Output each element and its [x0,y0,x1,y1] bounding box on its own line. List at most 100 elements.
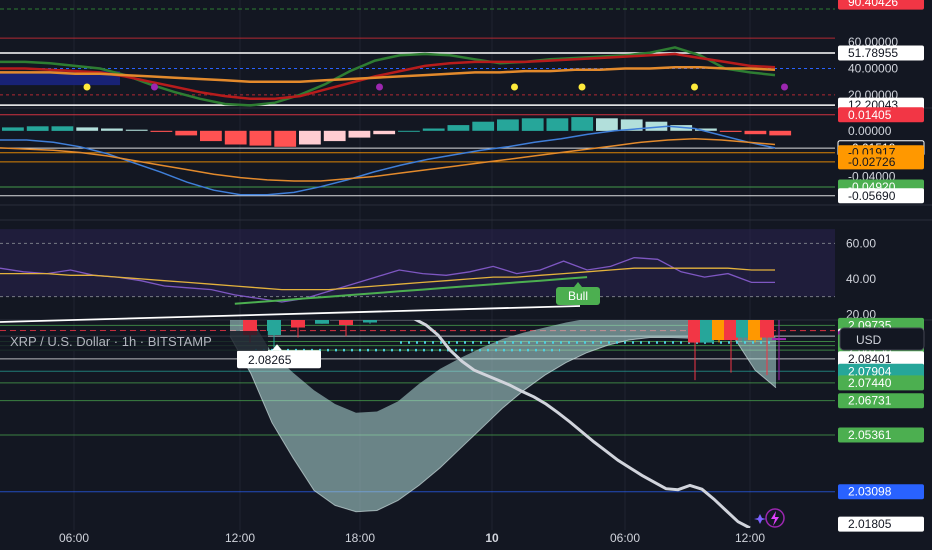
y-tick-label: 60.00 [846,236,876,250]
signal-dot [578,83,586,91]
histogram-bar [373,130,396,135]
histogram-bar [323,130,346,142]
lightning-icon[interactable] [754,508,785,528]
price-tag-label: 2.07440 [848,376,892,390]
histogram-tag-bg [838,154,924,170]
cloud-band [230,320,776,512]
signal-dot [376,83,383,91]
histogram-bar [175,130,198,136]
histogram-tag-label: 0.01405 [848,108,892,122]
signal-dot [691,83,698,91]
candle [724,320,738,373]
price-tag-label: 2.03098 [848,485,892,499]
price-tag-label: 2.08401 [848,352,892,366]
histogram-bar [497,119,519,131]
candle [315,320,329,324]
histogram-bar [26,126,49,131]
x-tick-label: 12:00 [735,531,765,545]
oscillator-line-2 [0,52,776,101]
signal-dot [83,83,91,91]
signal-line-2 [0,138,776,182]
rsi-line [0,256,775,303]
price-tag-bg [838,516,924,532]
candle [700,320,714,343]
cloud-edge [229,336,777,513]
histogram-bar [398,130,420,132]
histogram-bar [596,118,618,131]
price-tag-bg [838,363,924,379]
x-tick-label: 18:00 [345,531,375,545]
histogram-bar [224,130,247,145]
bull-label: Bull [568,289,588,303]
signal-dot [781,83,788,91]
bull-badge: Bull [556,282,600,305]
histogram-bar [695,128,717,131]
price-tag-bg [838,484,924,500]
price-tag-bg [838,351,924,367]
histogram-bar [744,130,767,135]
histogram-tag-bg [838,188,924,204]
y-tick-label: 40.00 [846,272,876,286]
signal-line-1 [0,125,776,196]
currency-label: USD [856,333,882,347]
time-axis[interactable]: 06:00 12:00 18:00 10 06:00 12:00 [59,531,765,545]
candle [339,320,353,337]
histogram-pane[interactable]: 0.00000-0.04000 [0,114,896,197]
histogram-bar [472,121,495,131]
histogram-bar [645,121,668,131]
candle [712,320,726,343]
price-line [330,320,751,528]
histogram-bar [571,117,594,131]
histogram-bar [422,128,445,131]
y-tick-label: 0.00000 [848,124,892,138]
price-pane[interactable]: 2.08265 [0,319,835,528]
price-tag-label: 2.06731 [848,394,892,408]
histogram-bar [51,126,74,131]
candle [736,320,750,343]
histogram-bar [299,130,321,145]
support-trendline [0,305,581,323]
histogram-bar [521,118,544,131]
rsi-average-line [0,267,775,291]
histogram-bar [620,119,643,131]
histogram-bar [76,127,99,131]
oscillator-line-3 [0,65,776,83]
histogram-tag-label: -0.05690 [848,189,896,203]
histogram-bar [125,129,148,131]
price-tag-label: 2.01805 [848,517,892,531]
x-tick-label: 12:00 [225,531,255,545]
candle [760,320,774,376]
signal-dot [151,83,158,91]
oscillator-tag-bg [838,0,924,10]
price-tag-bg [838,427,924,443]
histogram-bar [249,130,272,146]
price-tag-label: 2.05361 [848,428,892,442]
x-tick-label: 06:00 [59,531,89,545]
oscillator-tag-label: 51.78955 [848,46,898,60]
oscillator-tag-label: 90.40426 [848,0,898,9]
histogram-bar [447,125,470,131]
candle [363,320,377,324]
oscillator-tag-bg [838,45,924,61]
x-tick-label: 10 [485,531,499,545]
histogram-bar [719,130,742,132]
price-tag-bg [838,393,924,409]
histogram-bar [274,130,297,147]
candle [267,320,281,348]
candle [748,320,762,343]
signal-dot [511,83,518,91]
histogram-bar [348,130,371,138]
currency-selector[interactable]: USD [839,327,925,351]
histogram-bar [200,130,222,142]
histogram-tag-bg [838,107,924,123]
candle [688,320,702,381]
histogram-bar [546,118,569,131]
callout-label: 2.08265 [248,353,292,367]
symbol-header[interactable]: XRP / U.S. Dollar · 1h · BITSTAMP [0,331,268,351]
x-tick-label: 06:00 [610,531,640,545]
histogram-bar [101,128,123,131]
candle [291,320,305,338]
symbol-title: XRP / U.S. Dollar · 1h · BITSTAMP [10,334,212,349]
